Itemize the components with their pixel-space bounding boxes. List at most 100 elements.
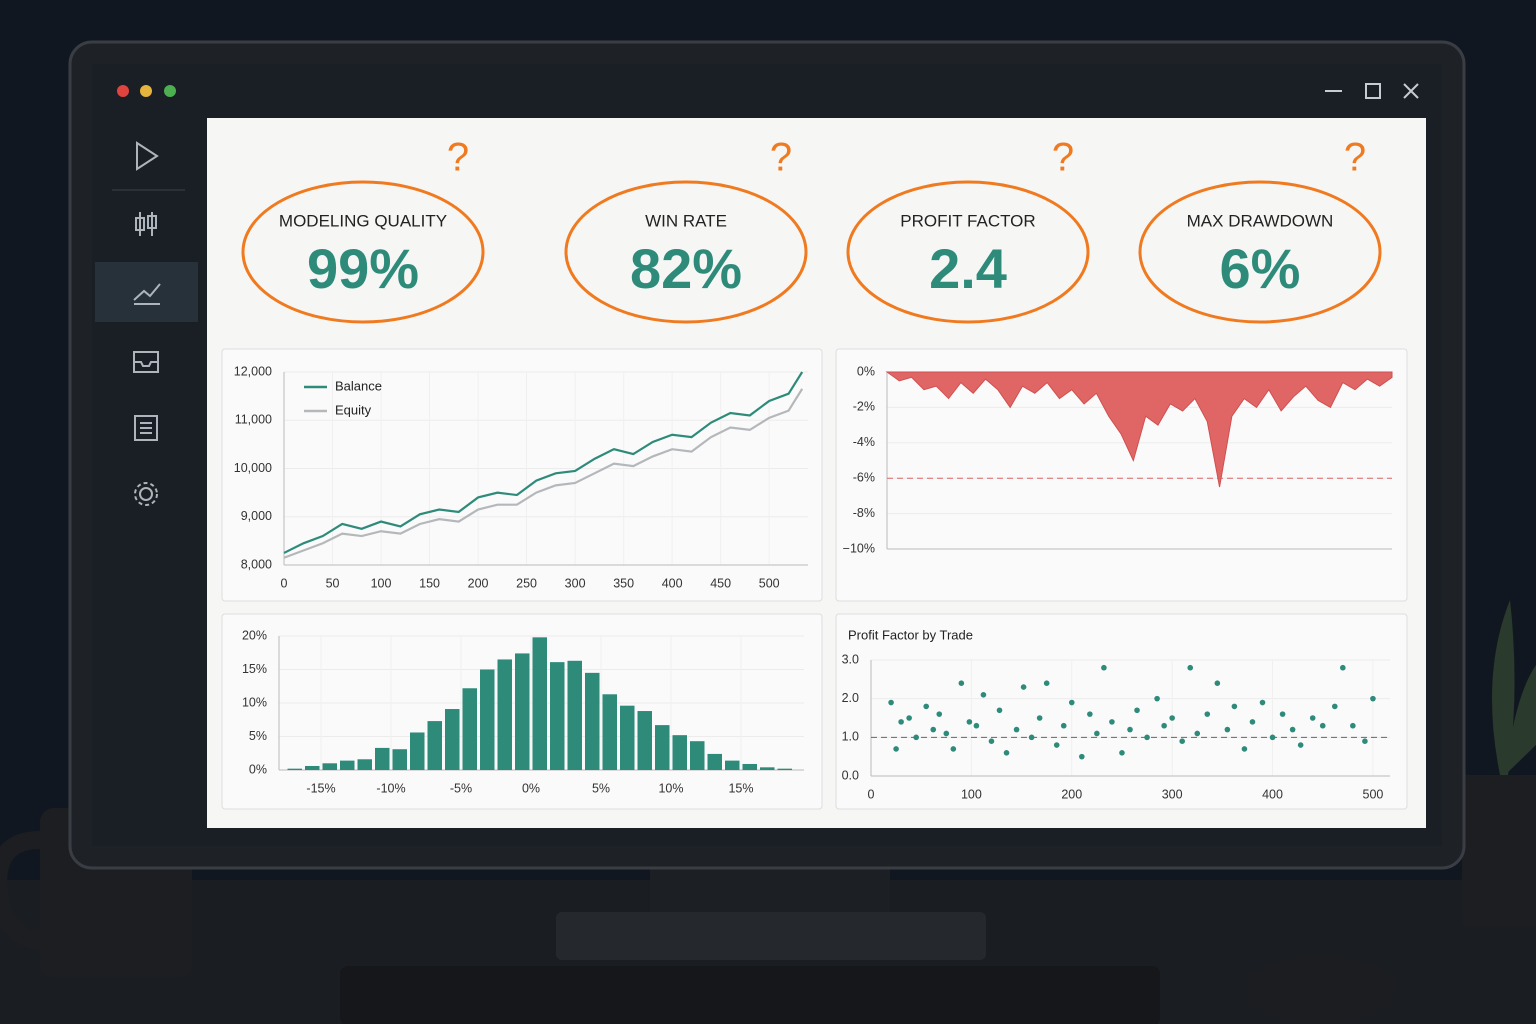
close-dot[interactable] bbox=[117, 85, 129, 97]
x-tick-label: -15% bbox=[306, 781, 335, 795]
histogram-bar bbox=[375, 747, 390, 770]
y-tick-label: 0% bbox=[249, 762, 267, 776]
maximize-button[interactable] bbox=[1365, 83, 1381, 99]
scatter-point bbox=[1289, 726, 1296, 733]
scatter-point bbox=[1003, 750, 1010, 756]
scatter-point bbox=[1094, 730, 1100, 737]
scatter-point bbox=[1020, 684, 1027, 690]
histogram-bar bbox=[532, 637, 547, 770]
x-tick-label: 300 bbox=[565, 576, 586, 590]
scatter-point bbox=[1169, 715, 1175, 721]
series-line bbox=[283, 388, 804, 559]
kpi-label: MAX DRAWDOWN bbox=[1187, 211, 1334, 230]
scatter-point bbox=[1340, 664, 1346, 671]
kpi-value: 82% bbox=[630, 237, 742, 300]
mouse bbox=[1245, 955, 1395, 1024]
histogram-bar bbox=[567, 660, 582, 770]
kpi-note: ? bbox=[1344, 136, 1366, 180]
y-tick-label: 10,000 bbox=[234, 461, 272, 475]
chart-icon[interactable] bbox=[133, 283, 161, 305]
close-button[interactable] bbox=[1403, 83, 1419, 99]
scatter-point bbox=[943, 730, 950, 737]
kpi-note: ? bbox=[447, 136, 469, 180]
chart-title: Profit Factor by Trade bbox=[848, 627, 973, 642]
scatter-point bbox=[1249, 719, 1256, 725]
kpi-circle bbox=[241, 180, 485, 324]
x-tick-label: 100 bbox=[371, 576, 392, 590]
x-tick-label: 150 bbox=[419, 576, 440, 590]
scatter-point bbox=[1109, 719, 1115, 725]
run-icon[interactable] bbox=[136, 141, 159, 171]
scatter-point bbox=[1144, 734, 1150, 741]
kpi-value: 2.4 bbox=[929, 237, 1007, 300]
plant bbox=[1492, 600, 1536, 775]
scatter-point bbox=[1214, 680, 1221, 686]
kpi-value: 6% bbox=[1220, 237, 1301, 300]
x-tick-label: 0 bbox=[868, 787, 875, 801]
histogram-bar bbox=[392, 749, 407, 770]
histogram-bar bbox=[287, 768, 302, 770]
scatter-point bbox=[996, 707, 1003, 714]
scatter-point bbox=[1154, 695, 1160, 702]
scatter-point bbox=[1028, 734, 1035, 741]
stand bbox=[650, 860, 890, 920]
zoom-dot[interactable] bbox=[164, 85, 176, 97]
keyboard bbox=[340, 966, 1160, 1024]
series-line bbox=[283, 371, 804, 554]
kpi-circle bbox=[846, 180, 1090, 324]
y-tick-label: 3.0 bbox=[842, 652, 859, 666]
scatter-point bbox=[1370, 695, 1376, 702]
scatter-point bbox=[1036, 715, 1043, 721]
x-tick-label: 200 bbox=[1061, 787, 1082, 801]
minimize-dot[interactable] bbox=[140, 85, 152, 97]
scatter-point bbox=[1194, 730, 1201, 737]
scatter-point bbox=[1224, 726, 1231, 733]
report-icon[interactable] bbox=[134, 415, 158, 441]
scatter-point bbox=[1161, 722, 1167, 729]
scatter-point bbox=[893, 746, 899, 752]
y-tick-label: 1.0 bbox=[842, 730, 859, 744]
y-tick-label: 11,000 bbox=[235, 413, 272, 427]
kpi-label: PROFIT FACTOR bbox=[900, 211, 1035, 230]
histogram-bar bbox=[410, 732, 425, 770]
scatter-point bbox=[1068, 699, 1075, 706]
scatter-point bbox=[1319, 722, 1326, 729]
y-tick-label: 9,000 bbox=[241, 509, 272, 523]
y-tick-label: 8,000 bbox=[241, 557, 272, 571]
histogram-bar bbox=[637, 711, 652, 770]
inbox-icon[interactable] bbox=[133, 351, 159, 373]
histogram-bar bbox=[777, 768, 792, 770]
plant-pot bbox=[1462, 775, 1536, 925]
scatter-point bbox=[973, 722, 980, 729]
scatter-point bbox=[1119, 750, 1125, 756]
scatter-point bbox=[1241, 746, 1248, 752]
candles-icon[interactable] bbox=[135, 212, 157, 236]
settings-icon[interactable] bbox=[139, 487, 153, 501]
histogram-bar bbox=[445, 709, 460, 770]
x-tick-label: 500 bbox=[759, 576, 780, 590]
stand-base bbox=[556, 912, 986, 960]
scatter-point bbox=[1101, 664, 1107, 671]
x-tick-label: 400 bbox=[662, 576, 683, 590]
scatter-point bbox=[913, 734, 919, 741]
histogram-bar bbox=[497, 659, 512, 770]
scatter-point bbox=[1204, 711, 1211, 717]
y-tick-label: 5% bbox=[249, 729, 267, 743]
y-tick-label: 10% bbox=[242, 695, 267, 709]
y-tick-label: 0.0 bbox=[842, 768, 859, 782]
scatter-point bbox=[1079, 753, 1085, 760]
kpi-label: WIN RATE bbox=[645, 211, 727, 230]
histogram-bar bbox=[322, 763, 337, 770]
scatter-point bbox=[1309, 715, 1316, 721]
scatter-point bbox=[898, 719, 904, 725]
scatter-point bbox=[1350, 722, 1356, 729]
kpi-circle bbox=[1138, 180, 1382, 324]
histogram-bar bbox=[340, 760, 355, 770]
settings-gear[interactable] bbox=[134, 482, 158, 506]
scatter-point bbox=[1179, 738, 1185, 744]
panel bbox=[835, 613, 1408, 810]
histogram-bar bbox=[725, 760, 740, 770]
scatter-point bbox=[1331, 703, 1338, 710]
histogram-bar bbox=[515, 653, 530, 770]
